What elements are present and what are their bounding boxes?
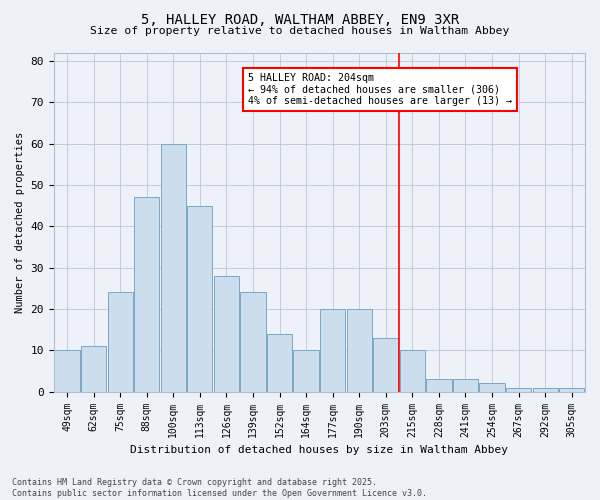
Bar: [373, 338, 398, 392]
Bar: [426, 380, 452, 392]
Bar: [559, 388, 584, 392]
Bar: [187, 206, 212, 392]
Bar: [533, 388, 558, 392]
Bar: [241, 292, 266, 392]
Bar: [81, 346, 106, 392]
Text: Contains HM Land Registry data © Crown copyright and database right 2025.
Contai: Contains HM Land Registry data © Crown c…: [12, 478, 427, 498]
Bar: [320, 309, 345, 392]
Bar: [347, 309, 372, 392]
Bar: [161, 144, 186, 392]
Bar: [134, 198, 160, 392]
Y-axis label: Number of detached properties: Number of detached properties: [15, 132, 25, 312]
Bar: [479, 384, 505, 392]
Bar: [400, 350, 425, 392]
X-axis label: Distribution of detached houses by size in Waltham Abbey: Distribution of detached houses by size …: [130, 445, 508, 455]
Text: 5, HALLEY ROAD, WALTHAM ABBEY, EN9 3XR: 5, HALLEY ROAD, WALTHAM ABBEY, EN9 3XR: [141, 12, 459, 26]
Bar: [506, 388, 531, 392]
Text: 5 HALLEY ROAD: 204sqm
← 94% of detached houses are smaller (306)
4% of semi-deta: 5 HALLEY ROAD: 204sqm ← 94% of detached …: [248, 73, 512, 106]
Bar: [107, 292, 133, 392]
Bar: [267, 334, 292, 392]
Text: Size of property relative to detached houses in Waltham Abbey: Size of property relative to detached ho…: [91, 26, 509, 36]
Bar: [55, 350, 80, 392]
Bar: [293, 350, 319, 392]
Bar: [214, 276, 239, 392]
Bar: [453, 380, 478, 392]
